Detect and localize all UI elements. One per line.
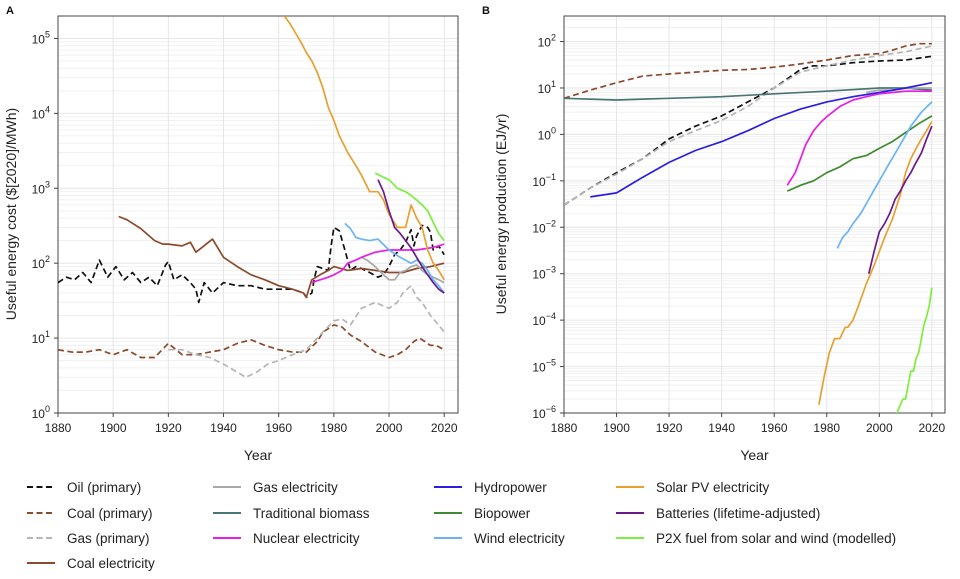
panel-b-x-tick-label: 1900 [603,421,630,435]
panel-b-x-tick-label: 1940 [708,421,735,435]
panel-a-x-tick-label: 2020 [431,421,458,435]
panel-b-x-tick-label: 1980 [813,421,840,435]
panel-a-y-tick-label: 100 [32,404,50,421]
panel-b-series-coal-primary [564,42,932,100]
panel-a-x-tick-label: 1960 [265,421,292,435]
panel-a-y-tick-label: 104 [32,104,50,121]
panel-b-y-tick-label: 10−6 [532,404,556,421]
panel-b-x-tick-label: 1880 [551,421,578,435]
panel-a-plot-frame [57,15,459,414]
legend-label-p2x-fuel-from-solar-and-wind-modelled: P2X fuel from solar and wind (modelled) [656,531,896,546]
panel-a-series-batteries-lifetime-adjusted [377,179,445,294]
panel-b-grid [563,16,945,414]
panel-b-y-tick-label: 102 [538,33,556,50]
legend-label-oil-primary: Oil (primary) [67,480,141,495]
panel-b-series-gas-primary [564,45,933,206]
panel-a-y-tick-label: 105 [32,29,50,46]
panel-a-series-coal-electricity [118,215,445,299]
panel-b-y-tick-label: 10−1 [532,172,556,189]
panel-a-x-tick-label: 1980 [321,421,348,435]
legend-label-wind-electricity: Wind electricity [474,531,565,546]
panel-a-series-coal-primary [58,324,445,359]
panel-a-series-solar-pv-electricity [283,16,445,281]
panel-a-y-tick-label: 103 [32,179,50,196]
panel-b-series [564,42,933,413]
panel-a-x-axis-label: Year [244,447,273,463]
panel-b-y-axis-label: Useful energy production (EJ/yr) [493,114,509,315]
panel-b-series-batteries-lifetime-adjusted [867,125,933,274]
legend-label-coal-electricity: Coal electricity [67,556,155,571]
panel-a-y-axis-label: Useful energy cost ($[2020]/MWh) [3,108,19,320]
panel-a-series-wind-electricity [344,222,445,294]
panel-b-series-wind-electricity [836,101,933,249]
panel-a-x-tick-label: 1920 [155,421,182,435]
legend-label-hydropower: Hydropower [474,480,547,495]
legend-label-coal-primary: Coal (primary) [67,506,153,521]
legend-label-solar-pv-electricity: Solar PV electricity [656,480,770,495]
legend-label-biopower: Biopower [474,506,531,521]
panel-b-y-tick-label: 10−4 [532,311,556,328]
legend-label-gas-primary: Gas (primary) [67,531,150,546]
panel-b-x-axis-label: Year [740,447,769,463]
panel-b-y-tick-label: 101 [538,79,556,96]
legend-label-batteries-lifetime-adjusted: Batteries (lifetime-adjusted) [656,506,820,521]
panel-b-x-tick-label: 2020 [919,421,946,435]
panel-a-x-tick-label: 1880 [45,421,72,435]
panel-a-series [58,16,445,379]
legend-label-gas-electricity: Gas electricity [253,480,338,495]
panel-b-y-tick-label: 100 [538,125,556,142]
panel-a-x-tick-label: 1940 [210,421,237,435]
panel-a-series-p2x-fuel-from-solar-and-wind-modelled [374,172,445,242]
panel-b-chart: Useful energy production (EJ/yr) Year 18… [493,15,946,463]
panel-a-x-tick-label: 2000 [376,421,403,435]
panel-b-series-p2x-fuel-from-solar-and-wind-modelled [896,287,933,413]
legend-label-nuclear-electricity: Nuclear electricity [253,531,360,546]
panel-label-a: A [6,5,14,17]
panel-b-y-tick-label: 10−3 [532,265,556,282]
panel-b-plot-frame [563,15,946,414]
panel-b-y-tick-label: 10−2 [532,218,556,235]
panel-a-series-oil-primary [58,224,445,304]
panel-a-chart: Useful energy cost ($[2020]/MWh) Year 18… [3,15,459,463]
panel-b-x-tick-label: 1920 [656,421,683,435]
panel-label-b: B [482,5,490,17]
panel-a-y-tick-label: 101 [32,329,50,346]
legend-label-traditional-biomass: Traditional biomass [253,506,370,521]
panel-b-y-tick-label: 10−5 [532,358,556,375]
panel-a-series-nuclear-electricity [311,243,445,284]
panel-a-series-gas-primary [168,284,445,379]
panel-b-x-tick-label: 2000 [866,421,893,435]
legend: Oil (primary) Coal (primary) Gas (primary)… [27,480,896,571]
panel-b-series-nuclear-electricity [786,90,932,186]
panel-b-series-solar-pv-electricity [818,121,933,405]
panel-b-series-traditional-biomass [564,87,932,101]
panel-a-x-tick-label: 1900 [100,421,127,435]
panel-b-series-hydropower [590,81,933,198]
panel-b-x-tick-label: 1960 [761,421,788,435]
panel-a-y-tick-label: 102 [32,254,50,271]
